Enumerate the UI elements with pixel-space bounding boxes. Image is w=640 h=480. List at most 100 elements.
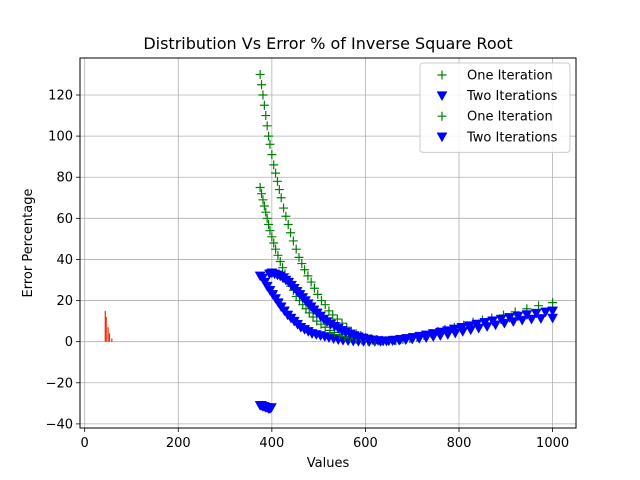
legend-label: One Iteration [467, 69, 553, 84]
data-point [257, 189, 267, 199]
data-point [294, 252, 304, 262]
data-point [316, 296, 326, 306]
data-point [303, 271, 313, 281]
data-point [495, 314, 507, 325]
data-point [281, 211, 291, 221]
x-tick-label: 0 [81, 436, 89, 451]
x-axis-label: Values [307, 456, 350, 471]
data-point [286, 228, 296, 238]
data-point [534, 301, 544, 311]
y-tick-label: 100 [48, 130, 73, 145]
data-point [420, 330, 432, 341]
chart-title: Distribution Vs Error % of Inverse Squar… [143, 34, 512, 53]
data-point [530, 308, 542, 319]
legend-marker-plus [437, 111, 447, 121]
plot-frame [79, 57, 577, 429]
data-point [273, 250, 283, 260]
data-point [264, 220, 274, 229]
legend-marker-triangle [436, 132, 448, 143]
data-point [259, 100, 269, 110]
legend-label: Two Iterations [466, 130, 558, 145]
data-point [271, 168, 281, 178]
data-point [264, 131, 274, 141]
axis-ticks: 0 200 400 600 800 1000 −40 −20 0 20 40 60 80 100 120 [46, 89, 570, 452]
data-point [279, 203, 289, 213]
data-point [456, 323, 468, 333]
data-point [309, 283, 319, 293]
data-point [389, 335, 400, 346]
data-point [261, 111, 271, 121]
data-point [291, 244, 301, 254]
data-point [324, 306, 334, 316]
x-tick-label: 200 [166, 436, 191, 451]
data-point [448, 324, 460, 335]
data-point [275, 257, 285, 266]
data-point [306, 277, 316, 287]
data-point [297, 259, 307, 269]
data-point [414, 331, 426, 342]
x-tick-label: 800 [447, 436, 472, 451]
legend-label: Two Iterations [466, 89, 558, 104]
data-point [487, 316, 499, 327]
y-tick-label: 80 [56, 171, 73, 186]
data-point [540, 307, 552, 318]
plot-data [104, 69, 559, 414]
data-point [320, 300, 330, 310]
data-point [262, 213, 272, 223]
data-point [259, 201, 269, 211]
y-tick-label: 120 [48, 89, 73, 104]
data-point [434, 327, 446, 338]
data-point [328, 310, 338, 320]
data-point [526, 314, 537, 325]
y-tick-label: −40 [46, 417, 73, 432]
data-point [267, 232, 277, 242]
data-point [479, 318, 491, 328]
legend-marker-plus [437, 70, 447, 80]
data-point [463, 321, 475, 332]
data-point [274, 185, 284, 195]
data-point [401, 334, 413, 344]
data-point [521, 310, 533, 321]
y-tick-label: 20 [56, 294, 73, 309]
data-point [395, 334, 406, 345]
data-point [267, 150, 277, 160]
y-tick-label: 60 [56, 212, 73, 227]
y-tick-label: 40 [56, 253, 73, 268]
data-point [265, 226, 275, 236]
x-tick-label: 600 [353, 436, 378, 451]
data-point [255, 183, 265, 192]
data-point [535, 314, 547, 324]
data-point [272, 176, 282, 186]
data-point [427, 329, 439, 339]
data-point [261, 207, 271, 217]
legend-label: One Iteration [467, 110, 553, 125]
data-point [313, 289, 323, 299]
y-tick-label: 0 [65, 335, 73, 350]
data-point [308, 312, 318, 322]
y-tick-label: −20 [46, 376, 73, 391]
data-point [265, 139, 275, 149]
data-point [300, 265, 310, 275]
data-point [269, 238, 279, 248]
data-point [257, 80, 267, 90]
data-point [304, 308, 314, 318]
data-point [276, 193, 286, 203]
data-point [320, 322, 330, 332]
legend-marker-triangle [436, 91, 448, 102]
data-point [407, 333, 419, 343]
data-point [283, 220, 293, 229]
data-point [548, 298, 558, 308]
x-tick-label: 400 [259, 436, 284, 451]
data-point [271, 244, 281, 254]
data-point [512, 311, 524, 322]
data-point [258, 195, 268, 205]
y-axis-label: Error Percentage [21, 189, 36, 298]
data-point [255, 69, 265, 79]
legend: One Iteration Two Iterations One Iteration… [419, 62, 571, 153]
data-point [504, 313, 515, 323]
data-point [265, 403, 277, 413]
data-point [441, 326, 453, 337]
data-point [547, 306, 559, 317]
